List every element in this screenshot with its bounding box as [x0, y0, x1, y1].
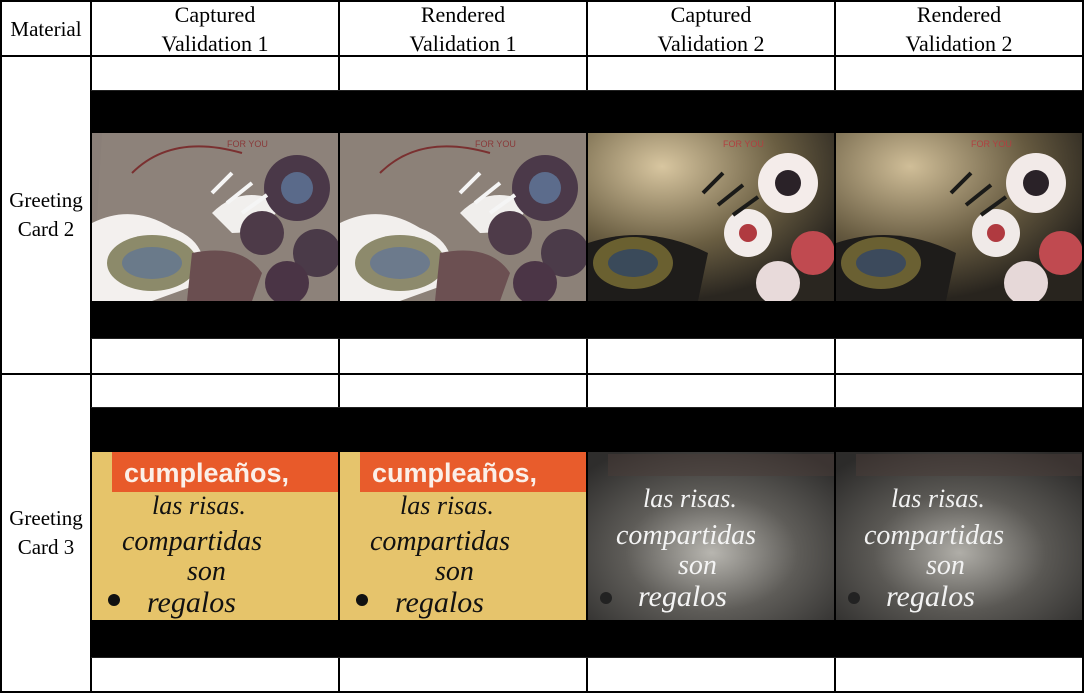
row-label-greeting-card-2: Greeting Card 2 [2, 186, 90, 244]
header-captured-validation-1: Captured Validation 1 [92, 2, 338, 56]
header-line2: Validation 2 [905, 31, 1013, 56]
image-card2-captured-v2: FOR YOU [588, 133, 835, 301]
column-divider [586, 2, 588, 692]
card-print-text: FOR YOU [723, 139, 764, 149]
cell-divider [91, 338, 1082, 339]
column-divider [90, 2, 92, 692]
header-material-label: Material [10, 16, 82, 41]
card-script-line: las risas. [643, 484, 737, 513]
card-script-line: compartidas [122, 526, 262, 557]
card-script-line: compartidas [370, 526, 510, 557]
card-script-line: son [187, 556, 226, 587]
image-card2-captured-v1: FOR YOU [92, 133, 339, 301]
header-divider [2, 55, 1082, 57]
card-banner-text: cumpleaños, [124, 458, 289, 488]
cell-divider [91, 90, 1082, 91]
card-script-line: compartidas [864, 520, 1004, 551]
header-line1: Captured [670, 2, 752, 27]
table-border [0, 2, 2, 692]
cell-divider [91, 407, 1082, 408]
cell-divider [91, 657, 1082, 658]
image-card3-captured-v2: las risas. compartidas son regalos [588, 452, 835, 620]
card-print-text: FOR YOU [971, 139, 1012, 149]
image-card3-rendered-v1: cumpleaños, las risas. compartidas son r… [340, 452, 587, 620]
header-material: Material [2, 2, 90, 56]
column-divider [834, 2, 836, 692]
header-rendered-validation-2: Rendered Validation 2 [836, 2, 1082, 56]
card-script-line: regalos [395, 586, 484, 619]
card-script-line: compartidas [616, 520, 756, 551]
image-card2-rendered-v1: FOR YOU [340, 133, 587, 301]
card-script-line: las risas. [891, 484, 985, 513]
image-card3-captured-v1: cumpleaños, las risas. compartidas son r… [92, 452, 339, 620]
card-script-line: las risas. [152, 491, 246, 520]
header-line2: Validation 1 [161, 31, 269, 56]
header-captured-validation-2: Captured Validation 2 [588, 2, 834, 56]
card-script-line: son [926, 550, 965, 581]
card-banner-text: cumpleaños, [372, 458, 537, 488]
card-script-line: las risas. [400, 491, 494, 520]
card-script-line: son [435, 556, 474, 587]
header-line1: Rendered [420, 2, 506, 27]
table-border [0, 691, 1084, 693]
row-label-line2: Card 3 [17, 535, 75, 559]
image-card3-rendered-v2: las risas. compartidas son regalos [836, 452, 1083, 620]
table-border [0, 0, 1084, 2]
row-label-line2: Card 2 [17, 217, 75, 241]
image-card2-rendered-v2: FOR YOU [836, 133, 1083, 301]
card-print-text: FOR YOU [227, 139, 268, 149]
header-line1: Rendered [916, 2, 1002, 27]
row-label-line1: Greeting [9, 188, 83, 212]
header-line2: Validation 1 [409, 31, 517, 56]
header-rendered-validation-1: Rendered Validation 1 [340, 2, 586, 56]
column-divider [338, 2, 340, 692]
row-label-line1: Greeting [9, 506, 83, 530]
card-script-line: son [678, 550, 717, 581]
row-label-greeting-card-3: Greeting Card 3 [2, 504, 90, 562]
row-divider [2, 373, 1082, 375]
header-line2: Validation 2 [657, 31, 765, 56]
header-line1: Captured [174, 2, 256, 27]
table-border [1082, 2, 1084, 692]
card-print-text: FOR YOU [475, 139, 516, 149]
card-script-line: regalos [886, 580, 975, 613]
card-script-line: regalos [147, 586, 236, 619]
card-script-line: regalos [638, 580, 727, 613]
